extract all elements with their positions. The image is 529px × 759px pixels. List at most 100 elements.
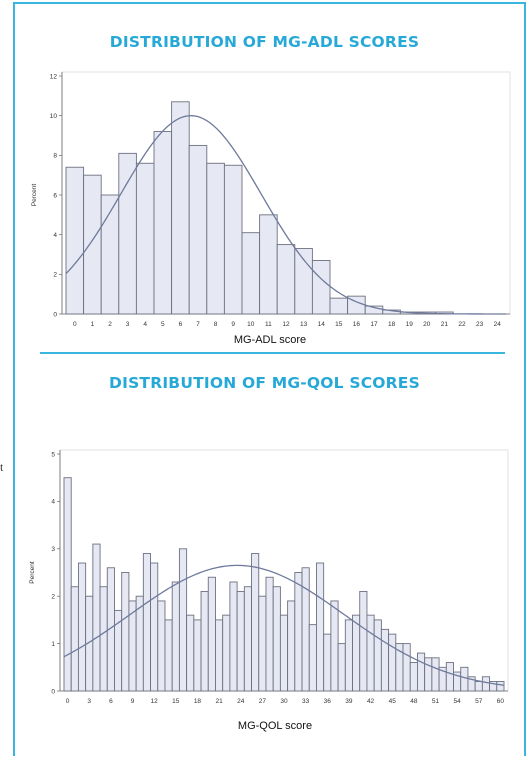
histogram-bar — [258, 595, 267, 692]
x-tick-label: 11 — [265, 321, 272, 328]
histogram-bar — [416, 652, 426, 692]
x-tick-label: 1 — [91, 321, 95, 328]
x-tick-label: 7 — [196, 321, 200, 328]
x-tick-label: 17 — [370, 321, 378, 328]
x-tick-label: 21 — [441, 321, 449, 328]
x-tick-label: 8 — [214, 321, 218, 328]
x-tick-label: 48 — [410, 698, 418, 705]
x-tick-label: 0 — [66, 698, 70, 705]
histogram-bar — [200, 591, 209, 692]
y-axis-label: Percent — [29, 561, 36, 584]
histogram-bar — [373, 619, 382, 692]
histogram-bar — [142, 553, 152, 692]
x-tick-label: 51 — [432, 698, 440, 705]
histogram-bar — [229, 581, 238, 692]
y-axis-label: Percent — [31, 184, 38, 207]
histogram-bar — [171, 581, 180, 692]
y-tick-label: 12 — [50, 73, 58, 80]
x-tick-label: 33 — [302, 698, 310, 705]
x-tick-label: 3 — [87, 698, 91, 705]
x-axis-label: MG-QOL score — [238, 720, 312, 732]
section-divider — [40, 352, 505, 354]
histogram-bar — [63, 477, 72, 692]
histogram-bar — [222, 614, 231, 692]
y-tick-label: 5 — [51, 451, 55, 458]
histogram-bar — [206, 162, 225, 315]
histogram-bar — [276, 244, 296, 315]
histogram-bar — [259, 214, 278, 315]
histogram-bar — [135, 595, 144, 692]
x-tick-label: 22 — [458, 321, 466, 328]
histogram-bar — [409, 662, 418, 692]
x-tick-label: 13 — [300, 321, 308, 328]
x-tick-label: 16 — [353, 321, 361, 328]
x-tick-label: 36 — [324, 698, 332, 705]
x-tick-label: 12 — [151, 698, 159, 705]
histogram-bar — [329, 297, 349, 315]
normal-curve — [65, 115, 506, 315]
histogram-bar — [193, 619, 202, 692]
histogram-bar — [474, 681, 483, 692]
histogram-bar — [287, 600, 296, 692]
histogram-bar — [496, 681, 505, 692]
histogram-bar — [207, 576, 216, 692]
histogram-bar — [445, 662, 454, 692]
x-tick-label: 42 — [367, 698, 375, 705]
x-tick-label: 18 — [388, 321, 396, 328]
mg-adl-chart-title: DISTRIBUTION OF MG-ADL SCORES — [109, 33, 420, 51]
histogram-bar — [164, 619, 173, 692]
histogram-bar — [311, 259, 331, 315]
normal-curve — [63, 564, 505, 686]
x-tick-label: 4 — [143, 321, 147, 328]
histogram-bar — [92, 543, 101, 692]
x-tick-label: 6 — [179, 321, 183, 328]
x-tick-label: 45 — [389, 698, 397, 705]
histogram-bar — [157, 600, 166, 692]
x-tick-label: 15 — [172, 698, 180, 705]
stray-text-mark: t — [0, 460, 4, 474]
x-tick-label: 9 — [231, 321, 235, 328]
histogram-bar — [344, 619, 353, 692]
histogram-bar — [65, 166, 85, 315]
x-tick-label: 14 — [318, 321, 326, 328]
histogram-bar — [279, 614, 289, 692]
histogram-bar — [460, 666, 469, 692]
x-tick-label: 10 — [247, 321, 255, 328]
histogram-bar — [380, 628, 390, 692]
histogram-bar — [121, 572, 130, 692]
histogram-bar — [241, 232, 261, 315]
histogram-bar — [251, 553, 260, 692]
histogram-bar — [243, 586, 252, 692]
y-tick-label: 10 — [50, 113, 58, 120]
y-tick-label: 4 — [53, 232, 57, 239]
y-tick-label: 3 — [51, 546, 55, 553]
histogram-bar — [402, 643, 411, 692]
x-tick-label: 27 — [259, 698, 267, 705]
histogram-bar — [431, 657, 440, 692]
y-tick-label: 6 — [53, 192, 57, 199]
y-tick-label: 0 — [53, 311, 57, 318]
y-tick-label: 8 — [53, 153, 57, 160]
histogram-bar — [316, 562, 325, 692]
histogram-bar — [188, 144, 208, 315]
x-tick-label: 18 — [194, 698, 202, 705]
y-tick-label: 2 — [53, 272, 57, 279]
histogram-bar — [186, 614, 195, 692]
histogram-bar — [388, 633, 397, 692]
histogram-bar — [265, 576, 274, 692]
histogram-bar — [323, 633, 332, 692]
histogram-bar — [70, 586, 79, 692]
x-tick-label: 54 — [453, 698, 461, 705]
y-tick-label: 2 — [51, 594, 55, 601]
x-tick-label: 20 — [423, 321, 431, 328]
histogram-bar — [77, 562, 87, 692]
histogram-bar — [366, 614, 375, 692]
histogram-bar — [153, 131, 173, 315]
figure-panel — [13, 2, 526, 756]
x-tick-label: 12 — [282, 321, 290, 328]
histogram-bar — [424, 657, 433, 692]
histogram-bar — [118, 152, 137, 315]
x-tick-label: 23 — [476, 321, 484, 328]
